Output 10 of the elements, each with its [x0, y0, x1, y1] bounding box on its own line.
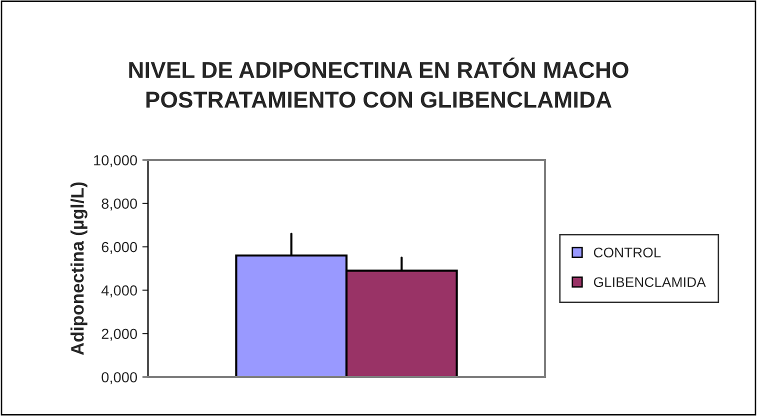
legend-label: CONTROL [594, 248, 661, 258]
y-tick-label: 6,000 [102, 242, 138, 254]
y-axis-title: Adiponectina (µgl/L) [70, 182, 88, 355]
y-tick-label: 2,000 [102, 328, 138, 341]
y-tick-label: 0,000 [102, 372, 138, 384]
y-tick-label: 10,000 [94, 155, 138, 168]
y-tick-label: 8,000 [102, 198, 138, 211]
legend-label: GLIBENCLAMIDA [594, 277, 706, 288]
chart-title: NIVEL DE ADIPONECTINA EN RATÓN MACHO POSTRATAMIENTO CON GLIBENCLAMIDA [129, 58, 628, 108]
y-tick-label: 4,000 [101, 285, 138, 298]
